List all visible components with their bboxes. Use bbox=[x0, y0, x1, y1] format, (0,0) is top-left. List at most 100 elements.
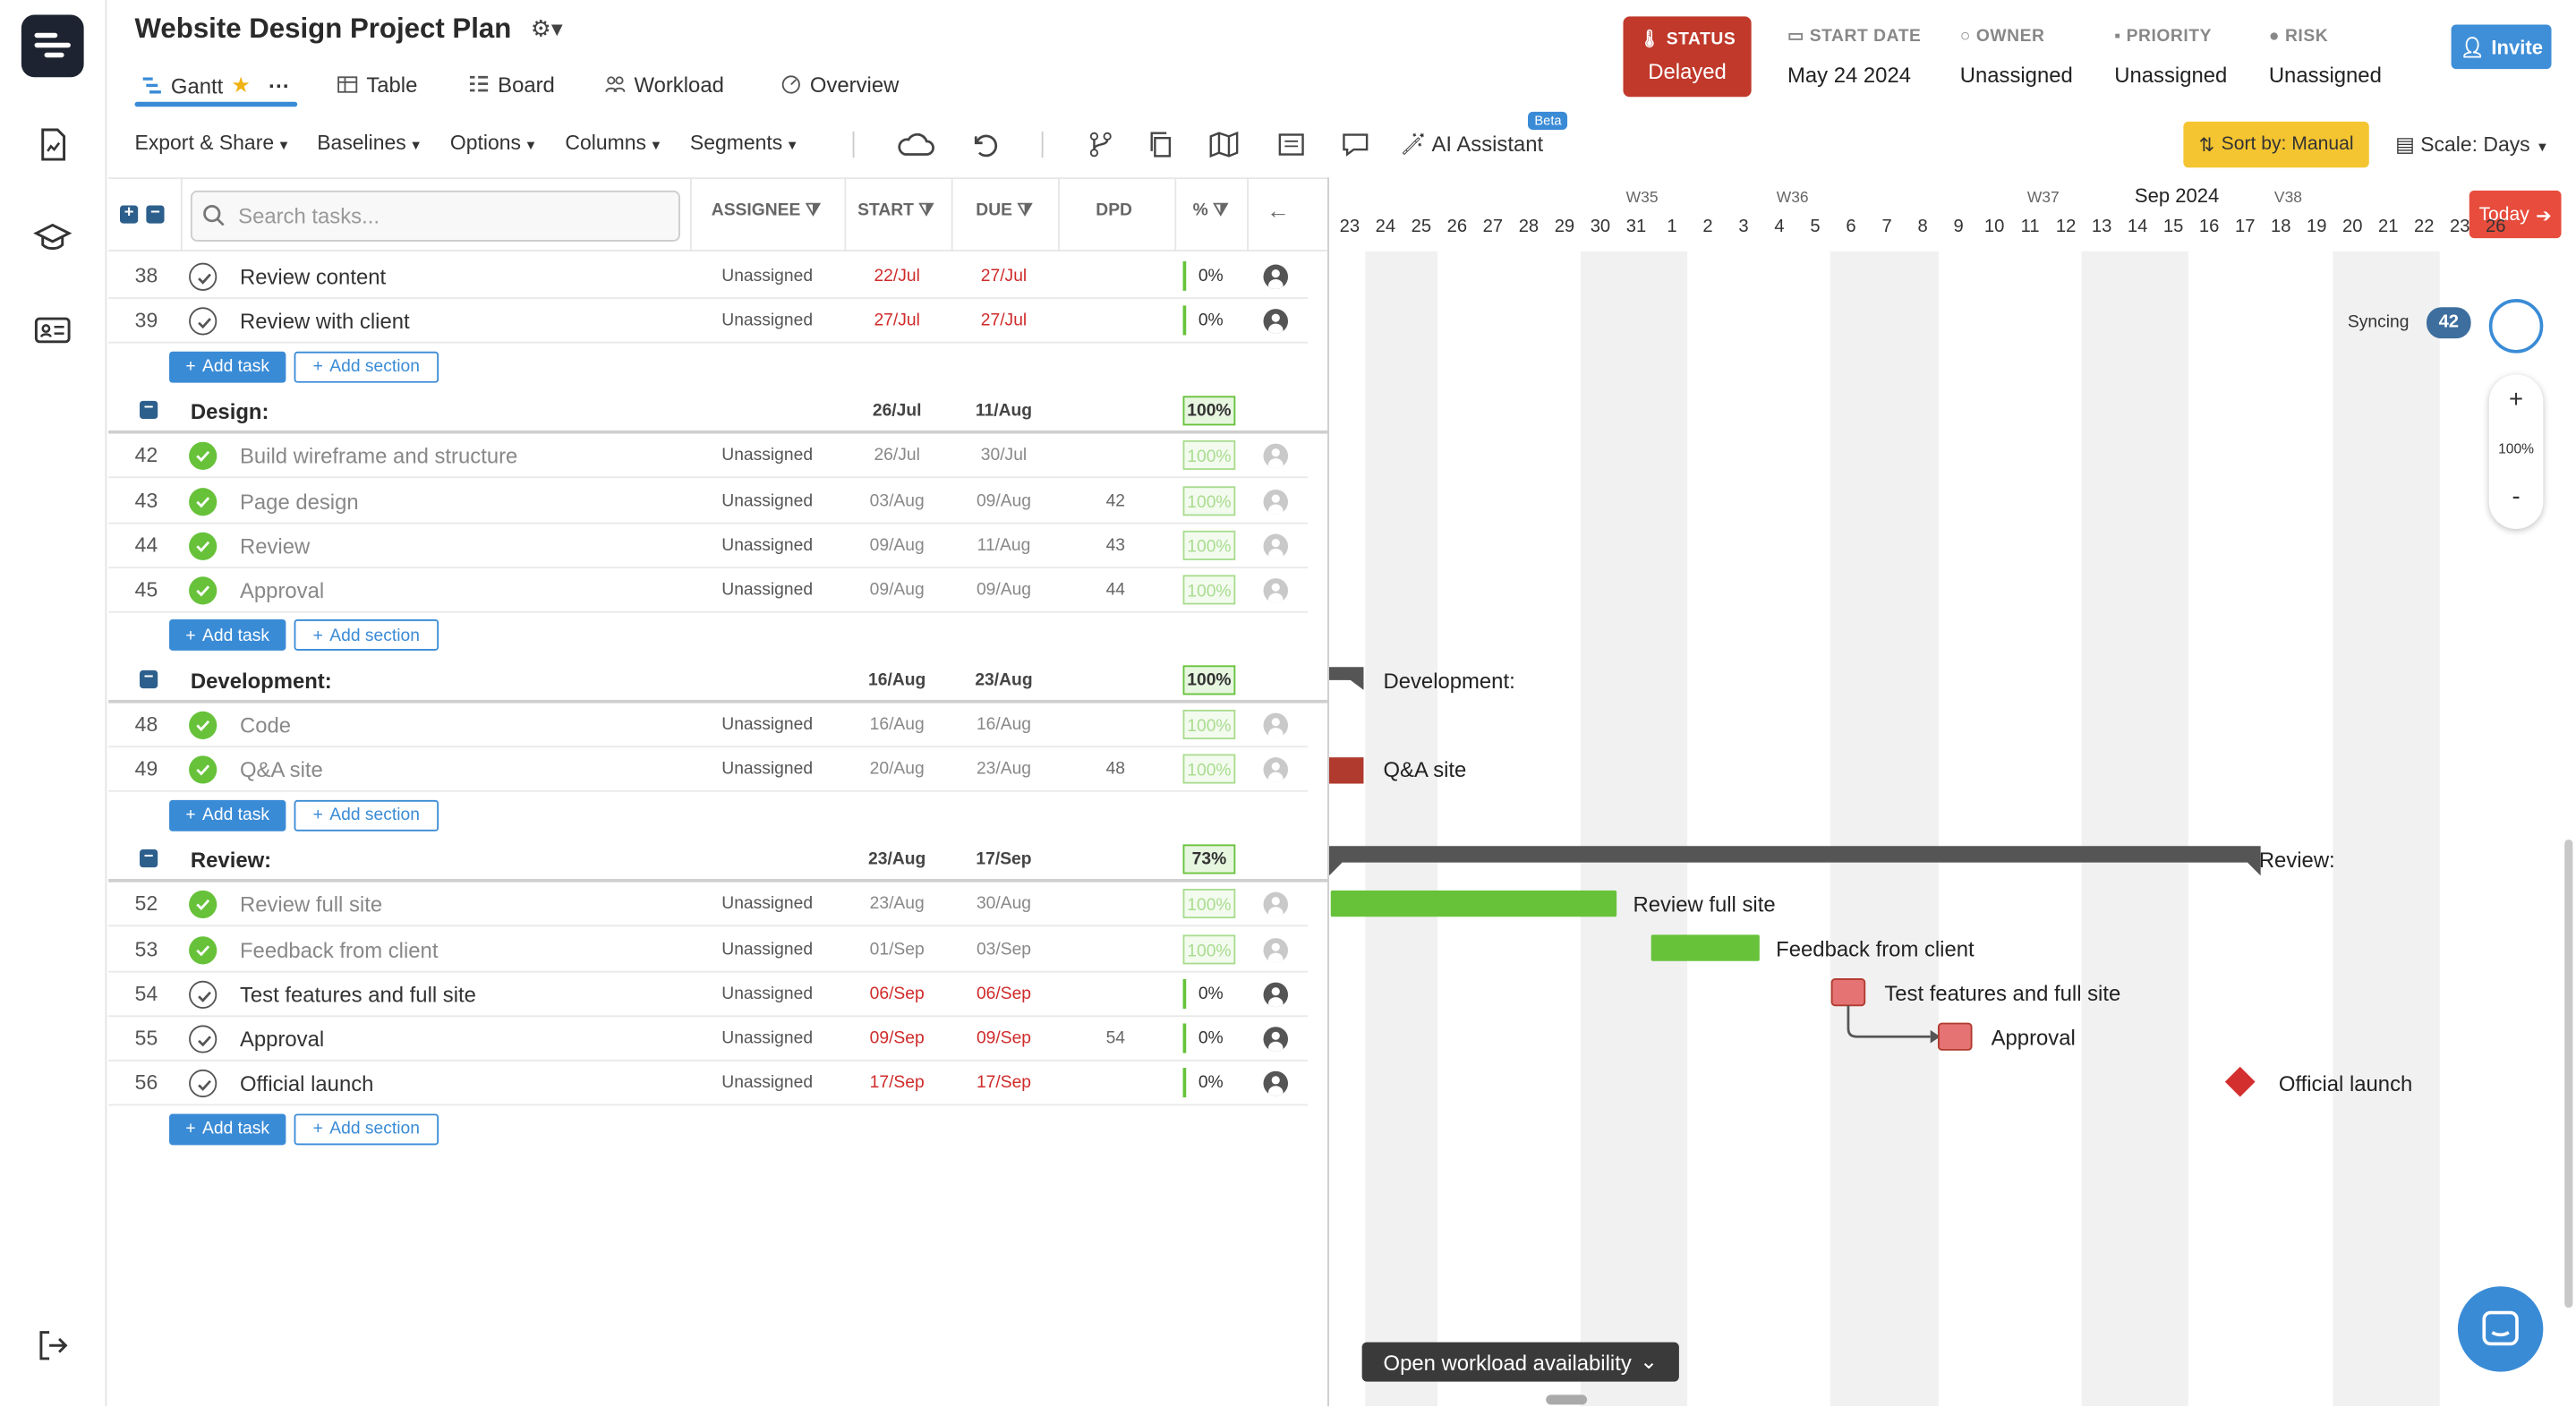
task-assignee[interactable]: Unassigned bbox=[721, 445, 814, 465]
task-progress[interactable]: 100% bbox=[1182, 530, 1236, 560]
completed-check-icon[interactable] bbox=[189, 935, 218, 964]
task-row[interactable]: 55 Approval Unassigned 09/Sep 09/Sep 54 0% bbox=[108, 1017, 1309, 1062]
task-due[interactable]: 09/Aug bbox=[976, 580, 1032, 601]
task-due[interactable]: 09/Aug bbox=[976, 490, 1032, 510]
column-header-dpd[interactable]: DPD bbox=[1096, 200, 1132, 220]
task-start[interactable]: 22/Jul bbox=[874, 266, 920, 286]
task-progress[interactable]: 0% bbox=[1182, 1068, 1236, 1098]
task-start[interactable]: 09/Aug bbox=[869, 580, 925, 601]
gantt-label-approval[interactable]: Approval bbox=[1991, 1025, 2076, 1050]
sort-by-button[interactable]: ⇅ Sort by: Manual bbox=[2183, 121, 2369, 168]
task-name[interactable]: Code bbox=[239, 712, 292, 738]
section-row[interactable]: − Development: 16/Aug 23/Aug 100% bbox=[108, 658, 1328, 704]
task-progress[interactable]: 100% bbox=[1182, 755, 1236, 785]
approval-bar[interactable] bbox=[1937, 1022, 1973, 1051]
owner-value[interactable]: Unassigned bbox=[1959, 62, 2073, 88]
contacts-icon[interactable] bbox=[33, 311, 73, 350]
add-section-button[interactable]: + Add section bbox=[294, 799, 439, 831]
risk-value[interactable]: Unassigned bbox=[2268, 62, 2382, 88]
review-full-site-bar[interactable] bbox=[1330, 890, 1617, 917]
collapse-section-icon[interactable]: − bbox=[140, 669, 158, 688]
filter-icon[interactable]: ⧩ bbox=[918, 200, 934, 220]
task-row[interactable]: 49 Q&A site Unassigned 20/Aug 23/Aug 48 100% bbox=[108, 748, 1309, 793]
task-start[interactable]: 27/Jul bbox=[874, 311, 920, 331]
complete-checkbox[interactable] bbox=[189, 1025, 218, 1053]
priority-value[interactable]: Unassigned bbox=[2114, 62, 2228, 88]
gantt-label-qa[interactable]: Q&A site bbox=[1383, 757, 1467, 782]
avatar-icon[interactable] bbox=[1263, 1071, 1289, 1096]
task-row[interactable]: 44 Review Unassigned 09/Aug 11/Aug 43 100% bbox=[108, 524, 1309, 568]
task-progress[interactable]: 100% bbox=[1182, 889, 1236, 919]
task-row[interactable]: 48 Code Unassigned 16/Aug 16/Aug 100% bbox=[108, 704, 1309, 748]
filter-icon[interactable]: ⧩ bbox=[1213, 200, 1229, 220]
add-section-button[interactable]: + Add section bbox=[294, 1113, 439, 1145]
collapse-all-icon[interactable]: − bbox=[146, 205, 165, 224]
task-start[interactable]: 01/Sep bbox=[869, 938, 925, 959]
task-name[interactable]: Review with client bbox=[239, 309, 410, 335]
tab-table[interactable]: Table bbox=[337, 72, 417, 97]
task-due[interactable]: 30/Jul bbox=[980, 445, 1028, 465]
app-logo-icon[interactable] bbox=[21, 14, 84, 78]
task-name[interactable]: Review full site bbox=[239, 892, 383, 917]
completed-check-icon[interactable] bbox=[189, 442, 218, 471]
complete-checkbox[interactable] bbox=[189, 307, 218, 336]
chat-support-button[interactable] bbox=[2457, 1286, 2544, 1372]
collapse-section-icon[interactable]: − bbox=[140, 400, 158, 419]
gantt-label-test[interactable]: Test features and full site bbox=[1884, 980, 2121, 1006]
task-due[interactable]: 27/Jul bbox=[980, 311, 1028, 331]
task-progress[interactable]: 100% bbox=[1182, 709, 1236, 739]
tab-workload[interactable]: Workload bbox=[604, 72, 724, 97]
task-row[interactable]: 45 Approval Unassigned 09/Aug 09/Aug 44 100% bbox=[108, 568, 1309, 613]
task-due[interactable]: 11/Aug bbox=[977, 535, 1031, 556]
options-menu[interactable]: Options ▼ bbox=[449, 131, 538, 155]
section-name[interactable]: Design: bbox=[190, 398, 269, 424]
avatar-icon[interactable] bbox=[1263, 533, 1289, 559]
columns-menu[interactable]: Columns ▼ bbox=[565, 131, 663, 155]
task-name[interactable]: Page design bbox=[239, 489, 359, 514]
add-task-button[interactable]: + Add task bbox=[169, 1113, 286, 1145]
gantt-label-launch[interactable]: Official launch bbox=[2278, 1070, 2413, 1096]
completed-check-icon[interactable] bbox=[189, 532, 218, 560]
segments-menu[interactable]: Segments ▼ bbox=[689, 131, 799, 155]
task-progress[interactable]: 0% bbox=[1182, 978, 1236, 1009]
task-start[interactable]: 09/Sep bbox=[869, 1028, 925, 1049]
task-assignee[interactable]: Unassigned bbox=[721, 311, 814, 331]
completed-check-icon[interactable] bbox=[189, 487, 218, 516]
favorite-star-icon[interactable]: ★ bbox=[231, 72, 251, 98]
task-dpd[interactable]: 44 bbox=[1105, 580, 1126, 601]
task-start[interactable]: 23/Aug bbox=[869, 893, 925, 914]
expand-all-icon[interactable]: + bbox=[119, 205, 139, 224]
task-progress[interactable]: 100% bbox=[1182, 485, 1236, 516]
task-start[interactable]: 09/Aug bbox=[869, 535, 925, 556]
avatar-icon[interactable] bbox=[1263, 264, 1289, 290]
task-start[interactable]: 20/Aug bbox=[869, 759, 925, 780]
column-header-due[interactable]: DUE ⧩ bbox=[976, 200, 1033, 220]
task-row[interactable]: 38 Review content Unassigned 22/Jul 27/Jul 0% bbox=[108, 255, 1309, 300]
avatar-icon[interactable] bbox=[1263, 757, 1289, 783]
filter-icon[interactable]: ⧩ bbox=[805, 200, 821, 220]
add-task-button[interactable]: + Add task bbox=[169, 351, 286, 382]
scale-selector[interactable]: ▤ Scale: Days ▼ bbox=[2395, 132, 2549, 157]
add-task-button[interactable]: + Add task bbox=[169, 619, 286, 652]
task-dpd[interactable]: 54 bbox=[1105, 1028, 1126, 1049]
section-row[interactable]: − Design: 26/Jul 11/Aug 100% bbox=[108, 389, 1328, 434]
tab-board[interactable]: Board bbox=[468, 72, 555, 97]
complete-checkbox[interactable] bbox=[189, 262, 218, 291]
task-assignee[interactable]: Unassigned bbox=[721, 535, 814, 556]
task-name[interactable]: Official launch bbox=[239, 1071, 374, 1096]
task-assignee[interactable]: Unassigned bbox=[721, 984, 814, 1004]
avatar-icon[interactable] bbox=[1263, 578, 1289, 603]
task-assignee[interactable]: Unassigned bbox=[721, 266, 814, 286]
gantt-label-review[interactable]: Review: bbox=[2258, 848, 2335, 873]
review-section-bar[interactable] bbox=[1328, 846, 2261, 876]
map-icon[interactable] bbox=[1209, 130, 1239, 159]
task-row[interactable]: 56 Official launch Unassigned 17/Sep 17/Sep 0… bbox=[108, 1062, 1309, 1107]
start-date-value[interactable]: May 24 2024 bbox=[1787, 62, 1912, 88]
avatar-icon[interactable] bbox=[1263, 309, 1289, 335]
tab-gantt[interactable]: Gantt ★ ··· bbox=[141, 72, 290, 98]
qa-site-bar[interactable] bbox=[1328, 757, 1364, 784]
task-name[interactable]: Review content bbox=[239, 264, 387, 290]
today-button[interactable]: Today ➔ bbox=[2469, 190, 2562, 239]
task-name[interactable]: Build wireframe and structure bbox=[239, 443, 518, 469]
task-name[interactable]: Q&A site bbox=[239, 757, 323, 783]
